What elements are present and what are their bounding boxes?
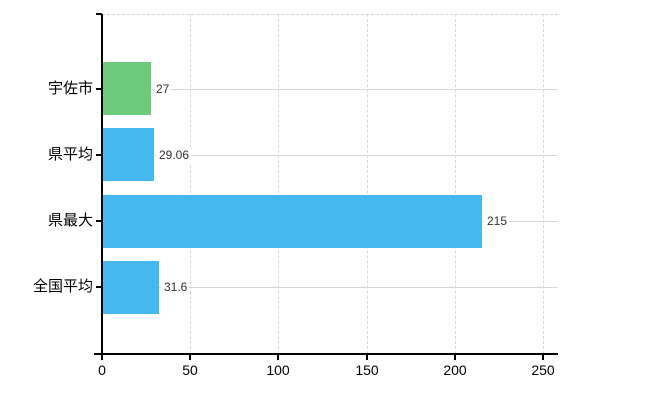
category-label: 県最大: [47, 212, 93, 229]
x-axis-tick: [277, 354, 279, 360]
x-tick-label: 100: [266, 362, 290, 378]
x-axis-line: [94, 353, 558, 355]
y-axis-tick: [96, 220, 102, 222]
horizontal-gridline: [102, 155, 558, 156]
bar-value-label: 31.6: [161, 279, 190, 295]
x-axis-tick: [101, 354, 103, 360]
vertical-gridline: [190, 14, 191, 354]
bar: [103, 261, 159, 314]
bar-value-label: 215: [484, 213, 510, 229]
category-label: 宇佐市: [47, 80, 93, 97]
vertical-gridline: [367, 14, 368, 354]
x-tick-label: 50: [182, 362, 198, 378]
y-axis-line: [101, 14, 103, 354]
y-axis-tick: [96, 154, 102, 156]
vertical-gridline: [543, 14, 544, 354]
axis-top-tick: [96, 13, 102, 15]
x-axis-tick: [366, 354, 368, 360]
bar: [103, 195, 482, 248]
x-tick-label: 150: [355, 362, 379, 378]
y-axis-tick: [96, 88, 102, 90]
vertical-gridline: [278, 14, 279, 354]
category-label: 全国平均: [32, 278, 93, 295]
x-axis-tick: [454, 354, 456, 360]
plot-top-border: [102, 14, 558, 15]
x-axis-tick: [542, 354, 544, 360]
bar-value-label: 27: [153, 81, 172, 97]
category-label: 県平均: [47, 146, 93, 163]
x-tick-label: 0: [98, 362, 106, 378]
horizontal-gridline: [102, 89, 558, 90]
vertical-gridline: [455, 14, 456, 354]
bar: [103, 62, 151, 115]
x-axis-tick: [189, 354, 191, 360]
bar: [103, 128, 154, 181]
x-tick-label: 200: [443, 362, 467, 378]
y-axis-tick: [96, 286, 102, 288]
x-tick-label: 250: [531, 362, 555, 378]
horizontal-gridline: [102, 287, 558, 288]
bar-value-label: 29.06: [156, 147, 192, 163]
